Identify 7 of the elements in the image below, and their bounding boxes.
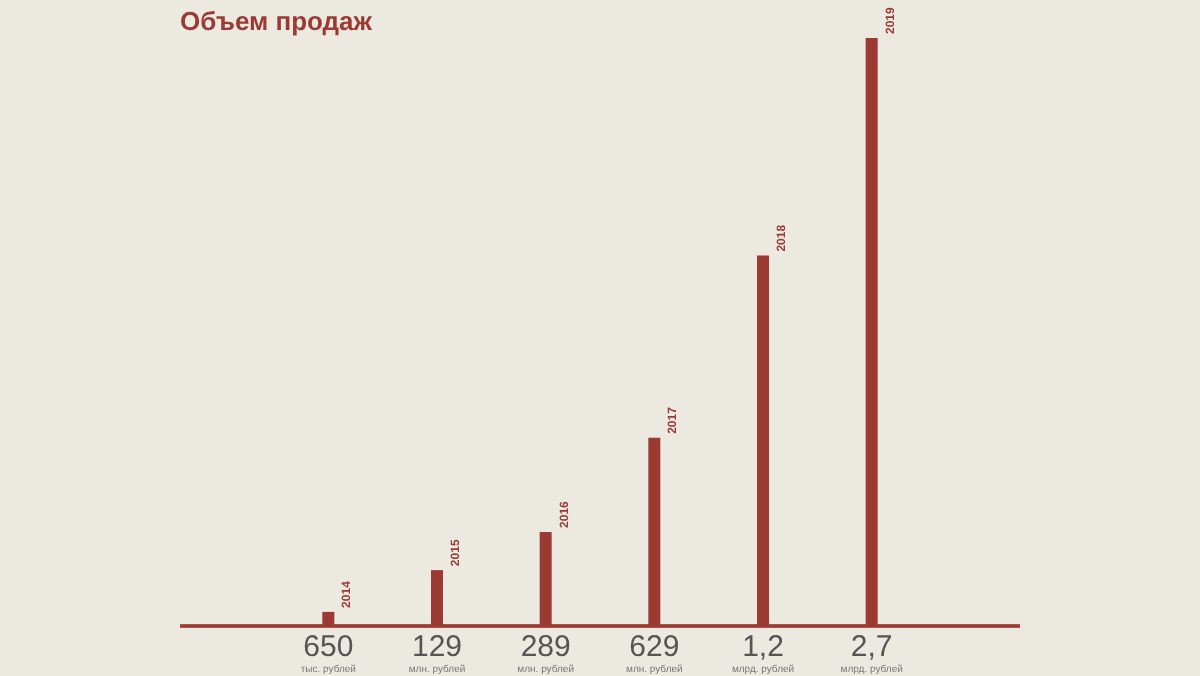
x-tick-label: 629 <box>629 630 680 664</box>
x-tick-label: 289 <box>520 630 571 664</box>
x-tick-label: 129 <box>411 630 463 664</box>
x-tick-label: 650 <box>303 630 354 664</box>
x-tick-label: 2,7 <box>850 630 893 664</box>
x-tick-label: 1,2 <box>742 630 784 664</box>
chart-title: Объем продаж <box>180 6 374 36</box>
